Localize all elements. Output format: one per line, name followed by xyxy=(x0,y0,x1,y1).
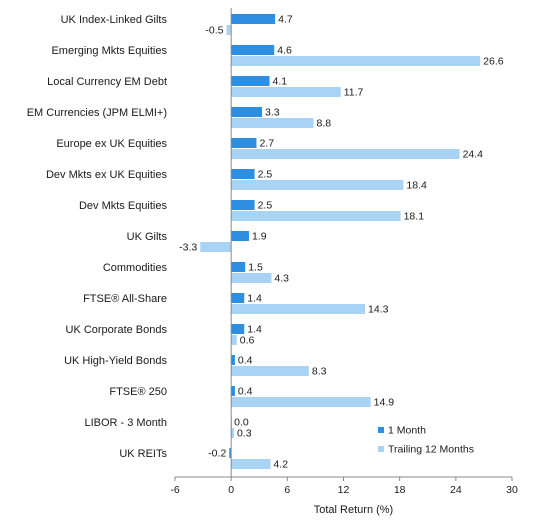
value-label-trailing-12-months: 4.2 xyxy=(273,459,288,471)
bar-1-month xyxy=(231,138,257,148)
bar-trailing-12-months xyxy=(226,25,232,35)
value-label-1-month: 4.1 xyxy=(273,76,288,88)
category-label: UK Gilts xyxy=(127,231,168,243)
category-label: FTSE® All-Share xyxy=(83,293,167,305)
value-label-1-month: 1.4 xyxy=(247,293,262,305)
bar-trailing-12-months xyxy=(231,118,314,128)
bar-trailing-12-months xyxy=(200,242,232,252)
x-tick-label: 0 xyxy=(228,484,234,496)
bar-1-month xyxy=(231,76,270,86)
bar-1-month xyxy=(231,200,255,210)
category-label: Commodities xyxy=(103,262,168,274)
category-label: EM Currencies (JPM ELMI+) xyxy=(27,107,167,119)
bar-trailing-12-months xyxy=(231,335,237,345)
category-label: Dev Mkts ex UK Equities xyxy=(46,169,168,181)
value-label-1-month: 1.9 xyxy=(252,231,267,243)
bar-trailing-12-months xyxy=(231,180,404,190)
value-label-trailing-12-months: 11.7 xyxy=(344,87,364,99)
value-label-1-month: 0.4 xyxy=(238,355,253,367)
bar-trailing-12-months xyxy=(231,56,481,66)
bar-trailing-12-months xyxy=(231,87,341,97)
bar-trailing-12-months xyxy=(231,366,309,376)
value-label-trailing-12-months: 4.3 xyxy=(274,273,289,285)
value-label-1-month: 0.0 xyxy=(234,417,249,429)
bar-1-month xyxy=(231,169,255,179)
category-label: Local Currency EM Debt xyxy=(47,76,167,88)
value-label-trailing-12-months: 14.3 xyxy=(368,304,389,316)
category-label: UK High-Yield Bonds xyxy=(64,355,167,367)
value-label-1-month: -0.2 xyxy=(208,448,226,460)
value-label-1-month: 3.3 xyxy=(265,107,280,119)
bar-1-month xyxy=(231,386,235,396)
category-labels: UK Index-Linked Gilts Emerging Mkts Equit… xyxy=(27,14,168,460)
bar-1-month xyxy=(231,293,245,303)
bar-trailing-12-months xyxy=(231,459,271,469)
value-labels: 4.7 -0.5 4.6 26.6 4.1 11.7 3.3 8.8 2.7 24.4 2.5 18.… xyxy=(179,14,504,471)
bar-1-month xyxy=(231,45,275,55)
legend-swatch-trailing-12-months xyxy=(378,446,384,452)
value-label-1-month: 4.7 xyxy=(278,14,293,26)
x-tick-label: -6 xyxy=(170,484,179,496)
value-label-1-month: 2.5 xyxy=(258,200,273,212)
value-label-trailing-12-months: -0.5 xyxy=(205,25,223,37)
bar-1-month xyxy=(231,324,245,334)
category-label: LIBOR - 3 Month xyxy=(84,417,167,429)
legend-swatch-1-month xyxy=(378,427,384,433)
bar-1-month xyxy=(229,448,232,458)
bar-trailing-12-months xyxy=(231,273,272,283)
x-tick-labels: -6 0 6 12 18 24 30 xyxy=(170,484,518,496)
value-label-trailing-12-months: 26.6 xyxy=(483,56,504,68)
bar-1-month xyxy=(231,107,263,117)
value-label-trailing-12-months: 8.8 xyxy=(317,118,332,130)
value-label-trailing-12-months: 24.4 xyxy=(463,149,484,161)
value-label-1-month: 1.4 xyxy=(247,324,262,336)
category-label: Emerging Mkts Equities xyxy=(51,45,167,57)
x-tick-label: 30 xyxy=(506,484,518,496)
value-label-trailing-12-months: 18.4 xyxy=(406,180,427,192)
value-label-1-month: 2.5 xyxy=(258,169,273,181)
axes xyxy=(174,8,513,481)
x-tick-label: 6 xyxy=(284,484,290,496)
category-label: UK Index-Linked Gilts xyxy=(61,14,168,26)
category-label: UK REITs xyxy=(119,448,167,460)
value-label-trailing-12-months: -3.3 xyxy=(179,242,197,254)
value-label-1-month: 1.5 xyxy=(248,262,263,274)
bar-trailing-12-months xyxy=(231,304,366,314)
value-label-trailing-12-months: 0.3 xyxy=(237,428,252,440)
bar-trailing-12-months xyxy=(231,149,460,159)
x-tick-label: 12 xyxy=(338,484,350,496)
bar-trailing-12-months xyxy=(231,211,401,221)
value-label-1-month: 2.7 xyxy=(259,138,274,150)
bar-trailing-12-months xyxy=(231,397,371,407)
category-label: FTSE® 250 xyxy=(109,386,167,398)
bar-1-month xyxy=(231,231,249,241)
x-tick-label: 24 xyxy=(450,484,462,496)
value-label-trailing-12-months: 8.3 xyxy=(312,366,327,378)
bars xyxy=(200,14,481,469)
category-label: UK Corporate Bonds xyxy=(66,324,168,336)
value-label-trailing-12-months: 14.9 xyxy=(374,397,395,409)
legend-label-1-month: 1 Month xyxy=(388,425,426,437)
value-label-trailing-12-months: 18.1 xyxy=(404,211,425,223)
x-axis-title: Total Return (%) xyxy=(314,504,393,516)
bar-1-month xyxy=(231,355,235,365)
legend-label-trailing-12-months: Trailing 12 Months xyxy=(388,444,474,456)
category-label: Europe ex UK Equities xyxy=(56,138,167,150)
legend: 1 Month Trailing 12 Months xyxy=(378,425,474,456)
value-label-1-month: 4.6 xyxy=(277,45,292,57)
bar-1-month xyxy=(231,14,276,24)
x-tick-label: 18 xyxy=(394,484,406,496)
bar-trailing-12-months xyxy=(231,428,234,438)
category-label: Dev Mkts Equities xyxy=(79,200,168,212)
value-label-1-month: 0.4 xyxy=(238,386,253,398)
bar-1-month xyxy=(231,262,246,272)
value-label-trailing-12-months: 0.6 xyxy=(240,335,255,347)
